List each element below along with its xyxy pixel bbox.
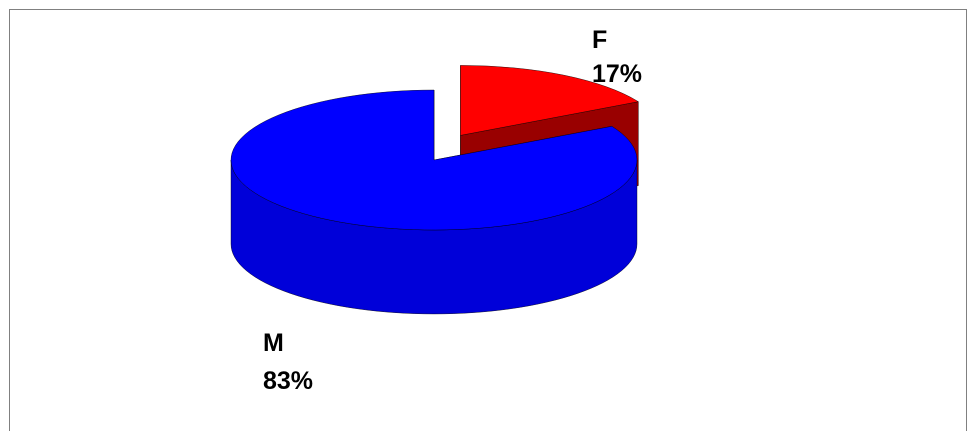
- slice-f-top: [460, 65, 639, 136]
- label-f-category: F: [592, 26, 607, 54]
- slices-group: [230, 65, 639, 315]
- slice-m-top: [230, 89, 638, 231]
- label-f-percent: 17%: [592, 60, 642, 88]
- label-m-percent: 83%: [263, 367, 313, 395]
- label-m-category: M: [263, 329, 284, 357]
